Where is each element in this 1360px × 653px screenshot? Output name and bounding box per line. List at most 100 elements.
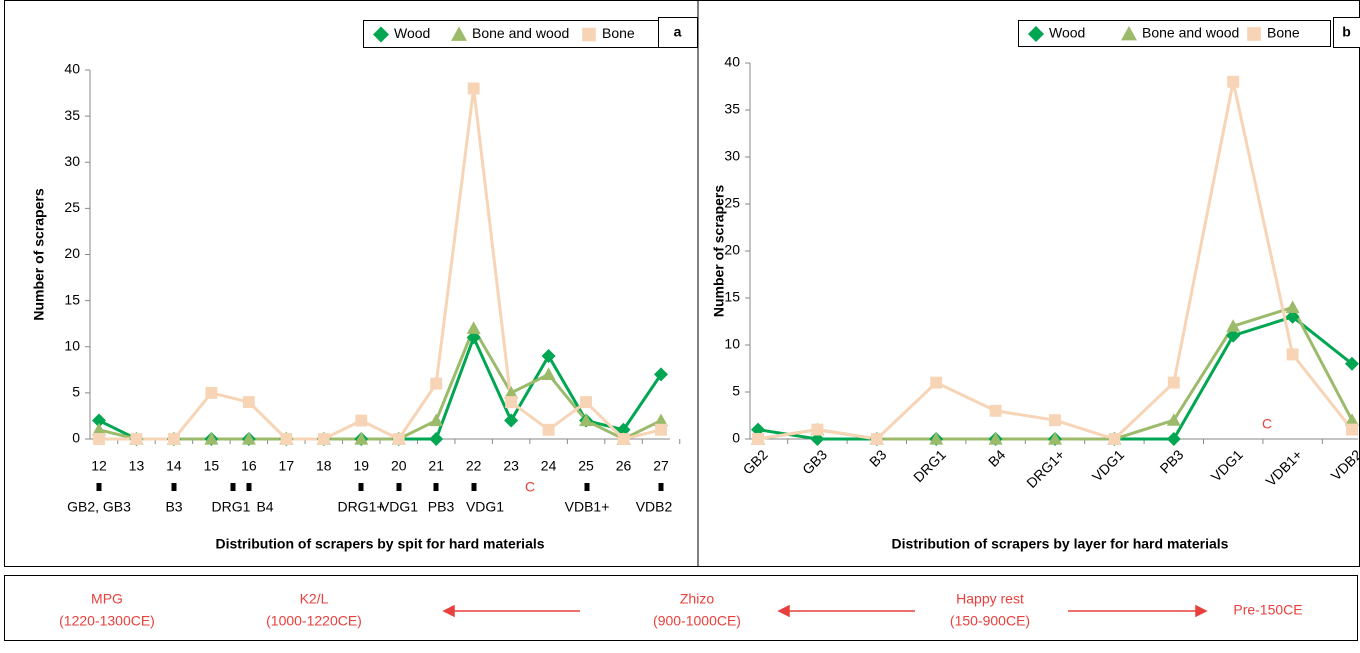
x-tick-label: VDG1 xyxy=(1089,446,1127,484)
marker xyxy=(429,414,443,427)
marker xyxy=(505,396,517,408)
layer-label: PB3 xyxy=(428,499,455,515)
legend-label: Wood xyxy=(1049,25,1085,41)
x-axis-title: Distribution of scrapers by layer for ha… xyxy=(892,536,1229,552)
marker xyxy=(655,424,667,436)
x-tick-label: 13 xyxy=(129,458,145,474)
x-tick-label: 16 xyxy=(241,458,257,474)
legend-label: Bone and wood xyxy=(472,25,569,41)
layer-label: DRG1+ xyxy=(337,499,384,515)
marker xyxy=(1108,433,1120,445)
marker xyxy=(280,433,292,445)
x-tick-label: 20 xyxy=(391,458,407,474)
x-tick-label: VDG1 xyxy=(1208,446,1246,484)
y-tick-label: 5 xyxy=(72,384,80,400)
layer-label: GB2, GB3 xyxy=(67,499,131,515)
x-tick-label: B4 xyxy=(985,446,1009,470)
layer-marker xyxy=(659,483,664,491)
x-tick-label: GB3 xyxy=(799,446,830,477)
marker xyxy=(393,433,405,445)
marker xyxy=(468,83,480,95)
marker xyxy=(168,433,180,445)
x-tick-label: 23 xyxy=(503,458,519,474)
layer-marker xyxy=(97,483,102,491)
period-name: K2/L xyxy=(300,591,329,607)
y-tick-label: 40 xyxy=(64,61,80,77)
marker xyxy=(1227,76,1239,88)
period-name: MPG xyxy=(91,591,123,607)
marker xyxy=(582,28,596,42)
legend-label: Wood xyxy=(394,25,430,41)
marker xyxy=(131,433,143,445)
y-tick-label: 10 xyxy=(724,336,740,352)
marker xyxy=(618,433,630,445)
marker xyxy=(318,433,330,445)
layer-label: VDB1+ xyxy=(565,499,610,515)
x-tick-label: DRG1+ xyxy=(1023,446,1068,491)
x-tick-label: 12 xyxy=(91,458,107,474)
x-tick-label: 21 xyxy=(428,458,444,474)
timeline-frame xyxy=(5,576,1358,641)
layer-label: B3 xyxy=(165,499,182,515)
marker xyxy=(930,377,942,389)
marker xyxy=(355,415,367,427)
series-line xyxy=(99,328,661,439)
marker xyxy=(429,432,443,446)
marker xyxy=(542,349,556,363)
series-line xyxy=(99,88,661,439)
x-tick-label: 17 xyxy=(279,458,295,474)
marker xyxy=(243,396,255,408)
period-name: Happy rest xyxy=(956,591,1024,607)
x-tick-label: 25 xyxy=(578,458,594,474)
y-tick-label: 20 xyxy=(64,245,80,261)
x-tick-label: 14 xyxy=(166,458,182,474)
marker xyxy=(811,424,823,436)
x-tick-label: VDB2 xyxy=(1328,446,1360,483)
y-tick-label: 0 xyxy=(732,430,740,446)
layer-marker xyxy=(397,483,402,491)
x-tick-label: 24 xyxy=(541,458,557,474)
period-name: Pre-150CE xyxy=(1233,602,1302,618)
series-line xyxy=(758,82,1352,439)
legend-label: Bone xyxy=(1267,25,1300,41)
arrow-head xyxy=(1196,606,1206,616)
y-tick-label: 25 xyxy=(64,199,80,215)
marker xyxy=(504,414,518,428)
marker xyxy=(93,433,105,445)
y-tick-label: 35 xyxy=(724,101,740,117)
marker xyxy=(430,378,442,390)
layer-label: VDB2 xyxy=(636,499,673,515)
layer-marker xyxy=(434,483,439,491)
x-tick-label: GB2 xyxy=(740,446,771,477)
x-tick-label: 26 xyxy=(616,458,632,474)
marker xyxy=(1346,424,1358,436)
y-tick-label: 20 xyxy=(724,242,740,258)
marker xyxy=(990,405,1002,417)
period-dates: (900-1000CE) xyxy=(653,613,741,629)
marker xyxy=(1247,27,1261,41)
y-tick-label: 30 xyxy=(64,153,80,169)
layer-label: VDG1 xyxy=(466,499,504,515)
layer-marker xyxy=(231,483,236,491)
series-line xyxy=(99,338,661,439)
arrow-head xyxy=(779,606,789,616)
marker xyxy=(542,367,556,380)
marker xyxy=(752,433,764,445)
x-tick-label: 18 xyxy=(316,458,332,474)
y-tick-label: 5 xyxy=(732,383,740,399)
y-tick-label: 0 xyxy=(72,430,80,446)
y-tick-label: 15 xyxy=(64,291,80,307)
panel-label: a xyxy=(674,24,682,40)
y-tick-label: 40 xyxy=(724,54,740,70)
marker xyxy=(543,424,555,436)
layer-marker xyxy=(472,483,477,491)
arrows xyxy=(444,606,1206,616)
x-tick-label: PB3 xyxy=(1157,446,1187,476)
x-tick-label: 27 xyxy=(653,458,669,474)
x-tick-label: B3 xyxy=(866,446,890,470)
y-axis-title: Number of scrapers xyxy=(31,188,47,320)
layer-label: C xyxy=(525,479,535,495)
layer-label: VDG1 xyxy=(380,499,418,515)
y-tick-label: 10 xyxy=(64,337,80,353)
